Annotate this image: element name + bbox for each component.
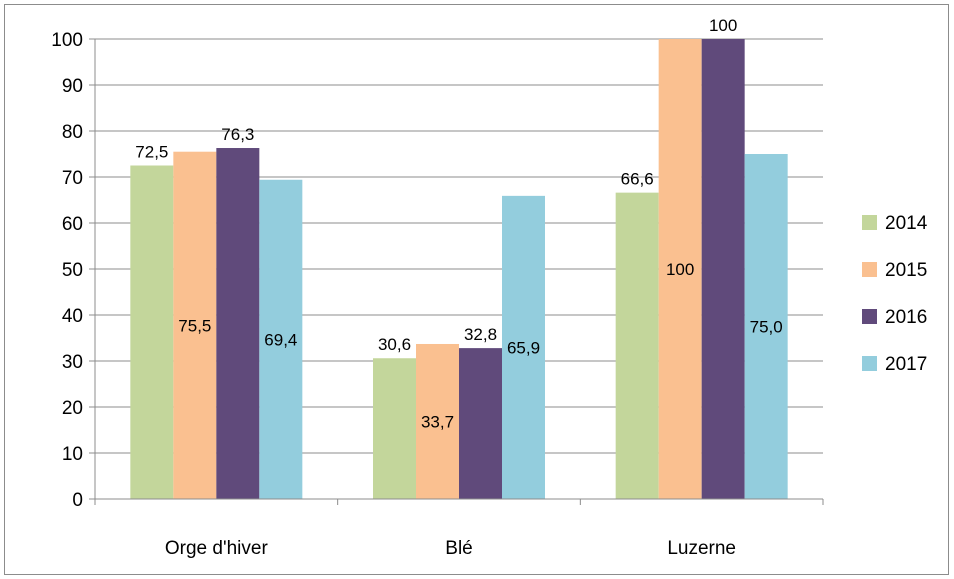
data-label: 66,6 [621, 170, 654, 189]
y-tick-label: 40 [62, 306, 83, 327]
bar-2014 [373, 358, 416, 499]
y-tick-label: 70 [62, 168, 83, 189]
legend-swatch [862, 356, 877, 371]
data-label: 65,9 [507, 338, 540, 357]
data-label: 100 [666, 260, 694, 279]
bar-2015 [658, 39, 702, 499]
data-label: 75,5 [178, 316, 211, 335]
bar-2016 [459, 348, 502, 499]
bar-2016 [701, 39, 745, 499]
data-label: 69,4 [264, 330, 297, 349]
bar-2014 [130, 165, 174, 499]
data-label: 75,0 [750, 318, 783, 337]
bar-2015 [173, 151, 217, 499]
y-tick-label: 80 [62, 122, 83, 143]
y-tick-label: 60 [62, 214, 83, 235]
bar-2016 [216, 148, 260, 499]
y-tick-label: 30 [62, 352, 83, 373]
legend-label: 2015 [885, 260, 927, 281]
y-tick-label: 20 [62, 398, 83, 419]
data-label: 100 [709, 16, 737, 35]
legend-label: 2016 [885, 307, 927, 328]
axes: 0 10 20 30 40 50 60 70 80 90 100 Orge d'hiver Blé Luz… [51, 30, 824, 559]
legend-swatch [862, 262, 877, 277]
legend-swatch [862, 215, 877, 230]
x-category-label: Luzerne [667, 538, 736, 559]
bar-2017 [502, 195, 545, 500]
bar-2017 [259, 179, 303, 499]
bar-2015 [416, 343, 459, 499]
x-category-label: Orge d'hiver [165, 538, 269, 559]
legend-label: 2017 [885, 354, 927, 375]
x-category-label: Blé [445, 538, 472, 559]
bar-2017 [744, 154, 788, 499]
legend-label: 2014 [885, 213, 928, 234]
y-tick-label: 50 [62, 260, 83, 281]
data-label: 32,8 [464, 325, 497, 344]
y-tick-label: 10 [62, 444, 83, 465]
data-labels: 72,5 30,6 66,6 75,5 33,7 100 76,3 32,8 100 69,4 65… [135, 16, 782, 431]
data-label: 30,6 [378, 335, 411, 354]
bars [130, 39, 788, 500]
legend: 2014 2015 2016 2017 [862, 213, 928, 375]
data-label: 33,7 [421, 412, 454, 431]
bar-2014 [615, 192, 659, 499]
y-tick-label: 90 [62, 76, 83, 97]
legend-swatch [862, 309, 877, 324]
data-label: 76,3 [221, 125, 254, 144]
y-tick-label: 100 [51, 30, 83, 51]
y-tick-label: 0 [72, 490, 83, 511]
data-label: 72,5 [135, 143, 168, 162]
